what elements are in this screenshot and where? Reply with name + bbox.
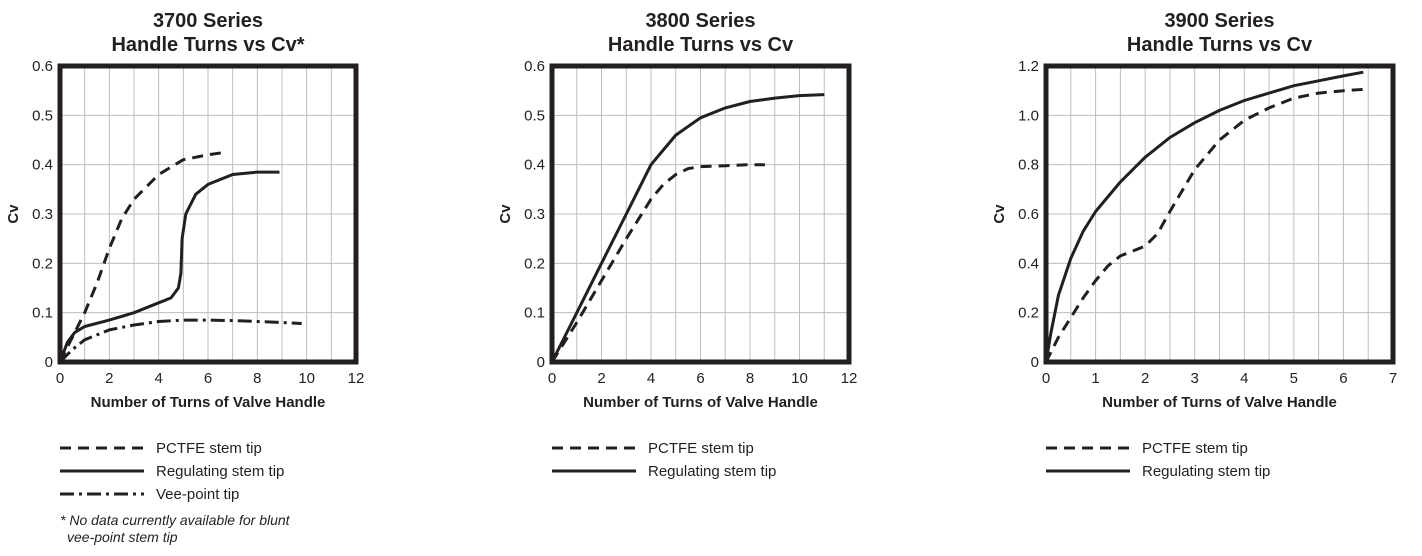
x-tick-label: 0 xyxy=(56,370,64,387)
legend-entry: PCTFE stem tip xyxy=(156,440,262,457)
y-tick-label: 0.6 xyxy=(524,58,545,75)
chart-title: 3700 Series xyxy=(153,10,263,32)
x-tick-label: 0 xyxy=(1042,370,1050,387)
y-tick-label: 0 xyxy=(45,354,53,371)
chart-title: 3900 Series xyxy=(1164,10,1274,32)
chart-title: 3800 Series xyxy=(645,10,755,32)
y-tick-label: 0.6 xyxy=(32,58,53,75)
y-tick-label: 0 xyxy=(537,354,545,371)
x-tick-label: 2 xyxy=(597,370,605,387)
x-tick-label: 4 xyxy=(647,370,655,387)
plot-frame xyxy=(57,63,359,365)
series-line-dashed xyxy=(58,150,226,363)
x-tick-label: 4 xyxy=(1240,370,1248,387)
x-tick-label: 3 xyxy=(1191,370,1199,387)
y-tick-label: 0.6 xyxy=(1018,206,1039,223)
legend: PCTFE stem tip Regulating stem tip Vee-poi… xyxy=(60,440,284,503)
y-tick-label: 0.4 xyxy=(1018,255,1039,272)
legend-entry: Regulating stem tip xyxy=(1142,463,1270,480)
x-tick-label: 5 xyxy=(1290,370,1298,387)
legend: PCTFE stem tip Regulating stem tip xyxy=(1046,440,1270,480)
x-axis-label: Number of Turns of Valve Handle xyxy=(91,394,326,411)
x-tick-label: 6 xyxy=(204,370,212,387)
y-tick-label: 0.1 xyxy=(524,305,545,322)
x-tick-label: 8 xyxy=(746,370,754,387)
legend-entry: Vee-point tip xyxy=(156,486,239,503)
y-axis-label: Cv xyxy=(5,204,22,224)
x-tick-label: 7 xyxy=(1389,370,1397,387)
series-line-solid xyxy=(550,93,825,363)
series-line-dashdot xyxy=(58,318,302,364)
series-line-dashed xyxy=(550,163,765,363)
x-tick-label: 8 xyxy=(253,370,261,387)
legend: PCTFE stem tip Regulating stem tip xyxy=(552,440,776,480)
y-tick-label: 0.5 xyxy=(524,107,545,124)
legend-entry: Regulating stem tip xyxy=(648,463,776,480)
y-tick-label: 0.3 xyxy=(524,206,545,223)
x-tick-label: 10 xyxy=(791,370,808,387)
gridlines xyxy=(1046,66,1393,362)
y-tick-label: 0.2 xyxy=(32,255,53,272)
chart-subtitle: Handle Turns vs Cv xyxy=(1127,34,1313,56)
legend-entry: Regulating stem tip xyxy=(156,463,284,480)
y-tick-label: 0.2 xyxy=(524,255,545,272)
plot-frame xyxy=(1043,63,1396,365)
chart-subtitle: Handle Turns vs Cv xyxy=(608,34,794,56)
y-tick-label: 0.5 xyxy=(32,107,53,124)
x-tick-label: 2 xyxy=(1141,370,1149,387)
series-line-solid xyxy=(1044,70,1364,363)
y-tick-label: 0 xyxy=(1031,354,1039,371)
y-tick-label: 1.0 xyxy=(1018,107,1039,124)
x-tick-label: 12 xyxy=(348,370,365,387)
legend-entry: PCTFE stem tip xyxy=(648,440,754,457)
gridlines xyxy=(552,66,849,362)
y-tick-label: 1.2 xyxy=(1018,58,1039,75)
footnote-line: * No data currently available for blunt xyxy=(60,512,291,528)
series-line-dashed xyxy=(1044,87,1364,363)
x-tick-label: 6 xyxy=(696,370,704,387)
y-axis-label: Cv xyxy=(991,204,1008,224)
x-tick-label: 4 xyxy=(154,370,162,387)
series-line-solid xyxy=(58,170,280,363)
x-axis-label: Number of Turns of Valve Handle xyxy=(583,394,818,411)
x-tick-label: 1 xyxy=(1091,370,1099,387)
plot-frame xyxy=(549,63,852,365)
y-tick-label: 0.4 xyxy=(32,157,53,174)
x-tick-label: 6 xyxy=(1339,370,1347,387)
x-tick-label: 0 xyxy=(548,370,556,387)
y-tick-label: 0.8 xyxy=(1018,157,1039,174)
y-tick-label: 0.4 xyxy=(524,157,545,174)
legend-entry: PCTFE stem tip xyxy=(1142,440,1248,457)
y-tick-label: 0.2 xyxy=(1018,305,1039,322)
footnote-line: vee-point stem tip xyxy=(67,529,178,545)
y-tick-label: 0.1 xyxy=(32,305,53,322)
chart-subtitle: Handle Turns vs Cv* xyxy=(111,34,304,56)
gridlines xyxy=(60,66,356,362)
x-axis-label: Number of Turns of Valve Handle xyxy=(1102,394,1337,411)
x-tick-label: 12 xyxy=(841,370,858,387)
x-tick-label: 10 xyxy=(298,370,315,387)
y-axis-label: Cv xyxy=(497,204,514,224)
x-tick-label: 2 xyxy=(105,370,113,387)
y-tick-label: 0.3 xyxy=(32,206,53,223)
